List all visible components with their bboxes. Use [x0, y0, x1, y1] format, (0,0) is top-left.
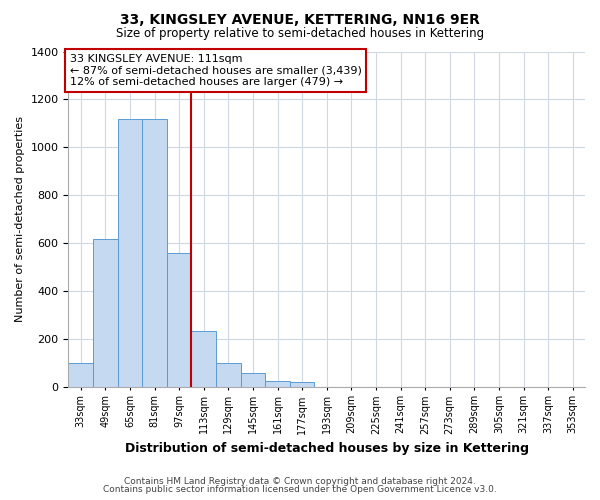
- Bar: [216, 362, 241, 386]
- Bar: [142, 118, 167, 386]
- Bar: [265, 380, 290, 386]
- Bar: [118, 118, 142, 386]
- Bar: [68, 362, 93, 386]
- Text: Contains HM Land Registry data © Crown copyright and database right 2024.: Contains HM Land Registry data © Crown c…: [124, 477, 476, 486]
- Bar: [191, 332, 216, 386]
- Bar: [167, 252, 191, 386]
- Y-axis label: Number of semi-detached properties: Number of semi-detached properties: [15, 116, 25, 322]
- Text: 33, KINGSLEY AVENUE, KETTERING, NN16 9ER: 33, KINGSLEY AVENUE, KETTERING, NN16 9ER: [120, 12, 480, 26]
- Text: Contains public sector information licensed under the Open Government Licence v3: Contains public sector information licen…: [103, 485, 497, 494]
- Bar: [241, 374, 265, 386]
- Bar: [93, 240, 118, 386]
- Bar: [290, 382, 314, 386]
- Text: Size of property relative to semi-detached houses in Kettering: Size of property relative to semi-detach…: [116, 28, 484, 40]
- Text: 33 KINGSLEY AVENUE: 111sqm
← 87% of semi-detached houses are smaller (3,439)
12%: 33 KINGSLEY AVENUE: 111sqm ← 87% of semi…: [70, 54, 362, 87]
- X-axis label: Distribution of semi-detached houses by size in Kettering: Distribution of semi-detached houses by …: [125, 442, 529, 455]
